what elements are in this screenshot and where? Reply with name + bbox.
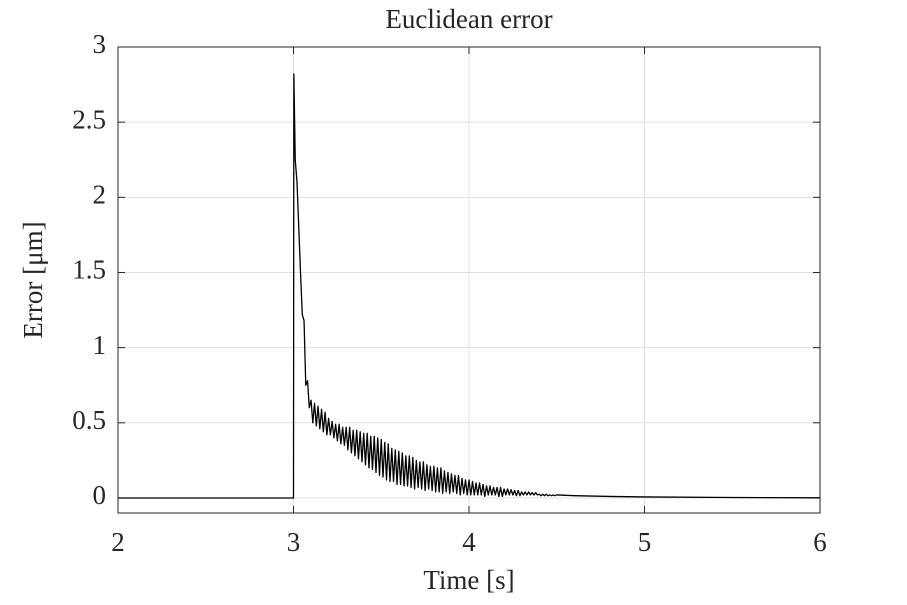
x-tick-label: 6: [813, 527, 827, 557]
x-tick-label: 3: [287, 527, 301, 557]
y-tick-label: 2.5: [72, 104, 106, 134]
y-tick-label: 3: [93, 29, 107, 59]
x-tick-label: 2: [111, 527, 125, 557]
plot-frame: [117, 46, 821, 514]
x-tick-label: 4: [462, 527, 476, 557]
chart-title: Euclidean error: [385, 4, 552, 34]
y-tick-label: 2: [93, 180, 107, 210]
y-axis-label: Error [μm]: [18, 221, 48, 338]
data-line: [118, 73, 821, 499]
x-tick-label: 5: [638, 527, 652, 557]
y-tick-label: 1: [93, 330, 107, 360]
x-axis-label: Time [s]: [423, 565, 514, 595]
y-tick-label: 0.5: [72, 405, 106, 435]
y-tick-label: 1.5: [72, 255, 106, 285]
y-tick-label: 0: [93, 480, 107, 510]
